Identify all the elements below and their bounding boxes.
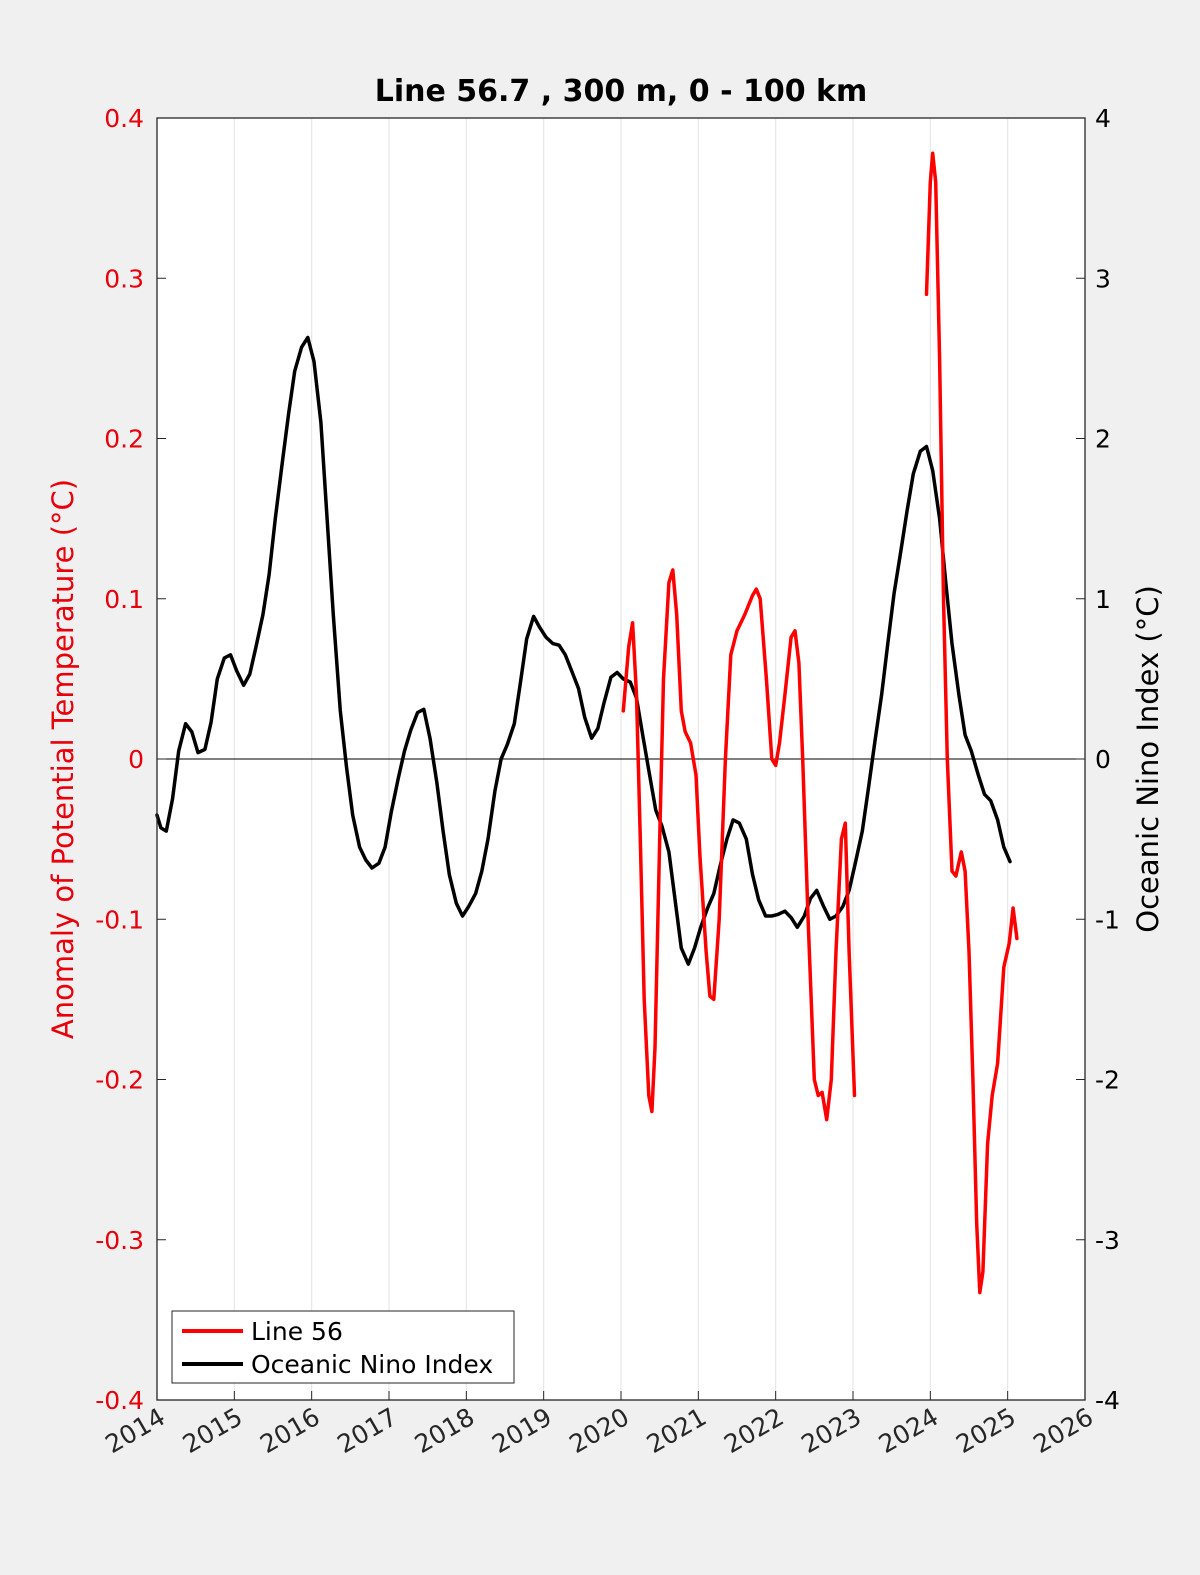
legend: Line 56 Oceanic Nino Index bbox=[171, 1310, 515, 1384]
legend-box bbox=[171, 1310, 515, 1384]
y-left-tick-label: 0.3 bbox=[104, 264, 144, 293]
legend-label-oni: Oceanic Nino Index bbox=[251, 1350, 493, 1379]
y-left-tick-label: 0 bbox=[128, 745, 144, 774]
series-line-56-segment-0 bbox=[621, 568, 857, 1122]
y-axis-left-label: Anomaly of Potential Temperature (°C) bbox=[46, 479, 80, 1039]
y-right-tick-label: -3 bbox=[1095, 1226, 1120, 1255]
y-left-tick-label: 0.2 bbox=[104, 425, 144, 454]
series-line-56-segment-1 bbox=[924, 151, 1019, 1295]
y-left-tick-label: -0.3 bbox=[95, 1226, 144, 1255]
y-right-tick-label: -1 bbox=[1095, 905, 1120, 934]
y-left-tick-label: -0.4 bbox=[95, 1386, 144, 1415]
series-layer bbox=[155, 151, 1019, 1295]
y-left-tick-label: 0.4 bbox=[104, 104, 144, 133]
y-right-tick-label: 0 bbox=[1095, 745, 1111, 774]
y-left-tick-label: -0.1 bbox=[95, 905, 144, 934]
series-line-oni bbox=[155, 335, 1012, 966]
y-left-tick-label: -0.2 bbox=[95, 1066, 144, 1095]
y-right-tick-label: 2 bbox=[1095, 425, 1111, 454]
y-axis-right-label: Oceanic Nino Index (°C) bbox=[1131, 585, 1165, 933]
y-left-tick-label: 0.1 bbox=[104, 585, 144, 614]
y-right-tick-label: 3 bbox=[1095, 264, 1111, 293]
y-right-tick-label: -4 bbox=[1095, 1386, 1120, 1415]
y-right-tick-label: -2 bbox=[1095, 1066, 1120, 1095]
y-right-tick-label: 4 bbox=[1095, 104, 1111, 133]
y-right-tick-label: 1 bbox=[1095, 585, 1111, 614]
chart-title: Line 56.7 , 300 m, 0 - 100 km bbox=[375, 74, 868, 109]
legend-label-line-56: Line 56 bbox=[251, 1317, 343, 1346]
